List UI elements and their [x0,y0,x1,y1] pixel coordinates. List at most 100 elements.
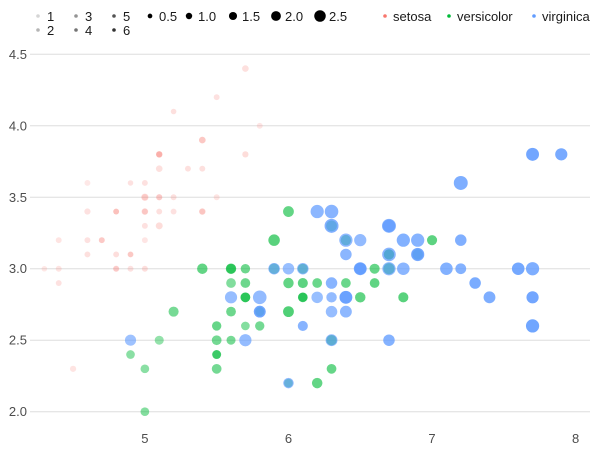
point-setosa [41,265,48,272]
point-setosa [199,208,206,215]
point-setosa [242,65,249,72]
point-setosa [155,222,163,230]
point-versicolor [140,364,150,374]
point-versicolor [312,278,323,288]
point-setosa [84,208,91,215]
point-versicolor [226,335,236,345]
axis-tick-labels: 2.0 2.5 3.0 3.5 4.0 4.5 5 6 7 8 [9,47,579,446]
point-versicolor [283,277,294,289]
point-virginica [411,247,425,262]
point-virginica [253,305,266,318]
point-virginica [224,291,238,304]
legend-size-label: 2.0 [285,9,303,24]
point-versicolor [211,363,222,374]
point-versicolor [297,277,308,289]
point-virginica [525,262,540,276]
point-setosa [84,180,91,186]
point-setosa [141,180,148,186]
x-tick-label: 6 [285,431,292,446]
point-virginica [382,262,396,276]
point-versicolor [240,292,251,303]
point-setosa [199,208,206,215]
legend-alpha-swatch [112,14,116,18]
legend-color-swatch-virginica [532,14,536,18]
y-tick-label: 3.0 [9,261,27,276]
point-virginica [310,204,324,219]
gridlines [30,53,590,413]
point-setosa [113,208,120,215]
point-setosa [127,251,134,258]
legend-alpha-swatch [74,14,78,18]
point-virginica [326,292,337,303]
point-setosa [55,237,62,244]
point-setosa [98,237,105,244]
y-tick-label: 4.5 [9,47,27,62]
point-versicolor [240,278,251,288]
point-virginica [483,291,496,304]
point-setosa [256,122,263,129]
point-setosa [113,265,120,272]
point-virginica [381,218,396,233]
point-setosa [55,265,62,272]
point-virginica [325,277,338,289]
point-virginica [282,262,295,275]
point-setosa [127,265,134,272]
y-tick-label: 2.5 [9,333,27,348]
point-setosa [84,237,91,244]
point-virginica [297,262,309,275]
point-versicolor [226,278,236,288]
point-setosa [156,208,163,215]
point-setosa [141,194,148,201]
point-virginica [325,334,338,347]
point-virginica [339,305,352,318]
point-setosa [55,280,62,286]
legend-alpha-label: 3 [85,9,92,24]
point-versicolor [369,278,380,288]
point-virginica [511,262,525,276]
point-setosa [113,251,120,258]
legend-size-label: 2.5 [329,9,347,24]
point-virginica [283,377,294,389]
point-versicolor [355,292,366,303]
point-setosa [156,194,163,201]
point-setosa [170,108,177,115]
legend-alpha: 12 34 56 [36,9,130,38]
legend-alpha-swatch [112,28,116,32]
legend-size-swatch [314,10,326,22]
legend-size-label: 0.5 [159,9,177,24]
point-versicolor [126,350,135,359]
point-versicolor [226,306,236,317]
point-setosa [213,194,220,201]
legend-label-versicolor: versicolor [457,9,513,24]
point-setosa [84,251,91,258]
point-versicolor [211,335,222,346]
point-setosa [170,208,177,215]
point-versicolor [369,263,380,274]
point-virginica [453,175,468,190]
point-versicolor [398,292,409,303]
point-versicolor [283,206,294,217]
point-virginica [339,233,353,247]
point-virginica [340,248,352,261]
legend-label-setosa: setosa [393,9,432,24]
point-setosa [156,194,163,201]
legend-alpha-label: 6 [123,23,130,38]
point-versicolor [255,321,265,331]
point-virginica [239,334,252,347]
point-versicolor [140,407,150,417]
point-virginica [526,291,539,304]
legend-size-swatch [271,11,281,21]
point-versicolor [197,263,208,274]
point-virginica [325,305,338,318]
point-setosa [170,194,177,201]
y-tick-label: 2.0 [9,404,27,419]
point-virginica [525,319,540,333]
point-virginica [469,277,481,289]
point-versicolor [298,292,308,303]
point-setosa [141,265,148,272]
legend-alpha-swatch [74,28,78,32]
legend-alpha-label: 1 [47,9,54,24]
point-virginica [268,262,280,275]
point-setosa [141,208,148,215]
point-setosa [141,237,148,244]
